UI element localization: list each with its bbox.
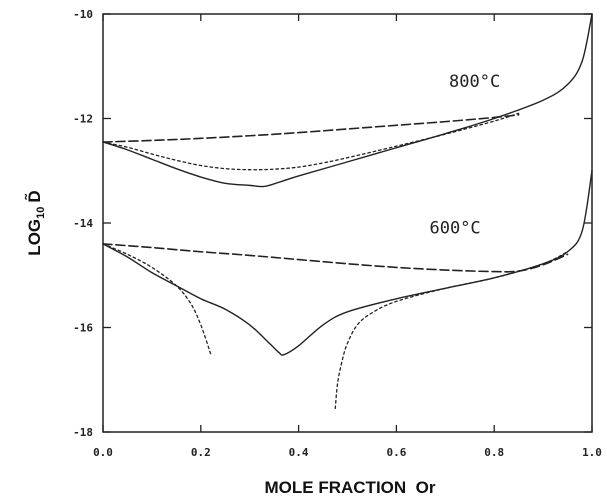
series-line-4-dotted <box>102 243 212 355</box>
x-tick-label: 0.2 <box>191 446 211 459</box>
y-tick-label: -10 <box>73 8 93 21</box>
y-axis-label-group: LOG10 D̃ <box>24 190 47 255</box>
series-line-0-solid <box>102 13 593 188</box>
series-line-5-dotted <box>334 251 569 410</box>
series-layer <box>102 13 593 410</box>
y-tick-label: -18 <box>73 426 93 439</box>
x-axis-ticks: 0.0 0.2 0.4 0.6 0.8 1.0 <box>93 14 602 459</box>
x-axis-label: MOLE FRACTION Or <box>265 478 436 497</box>
series-line-2-dashed <box>102 114 520 143</box>
y-axis-label-subscript: 10 <box>35 207 47 219</box>
y-axis-label: LOG10 D̃ <box>24 190 47 255</box>
x-tick-label: 0.0 <box>93 446 113 459</box>
x-tick-label: 0.4 <box>289 446 309 459</box>
annotation-800c: 800°C <box>449 72 500 92</box>
x-tick-label: 0.8 <box>484 446 504 459</box>
annotation-600c: 600°C <box>429 218 480 238</box>
y-axis-ticks: -18 -16 -14 -12 -10 <box>73 8 592 439</box>
series-line-3-solid <box>102 170 593 356</box>
y-tick-label: -14 <box>73 217 93 230</box>
plot-frame <box>102 13 593 433</box>
y-axis-label-log: LOG <box>25 219 44 256</box>
series-line-1-dotted <box>102 112 520 171</box>
y-tick-label: -12 <box>73 113 93 126</box>
y-tick-label: -16 <box>73 322 93 335</box>
y-axis-label-symbol: D̃ <box>24 190 44 202</box>
x-tick-label: 1.0 <box>582 446 602 459</box>
x-tick-label: 0.6 <box>386 446 406 459</box>
series-line-6-dashed <box>102 243 569 273</box>
